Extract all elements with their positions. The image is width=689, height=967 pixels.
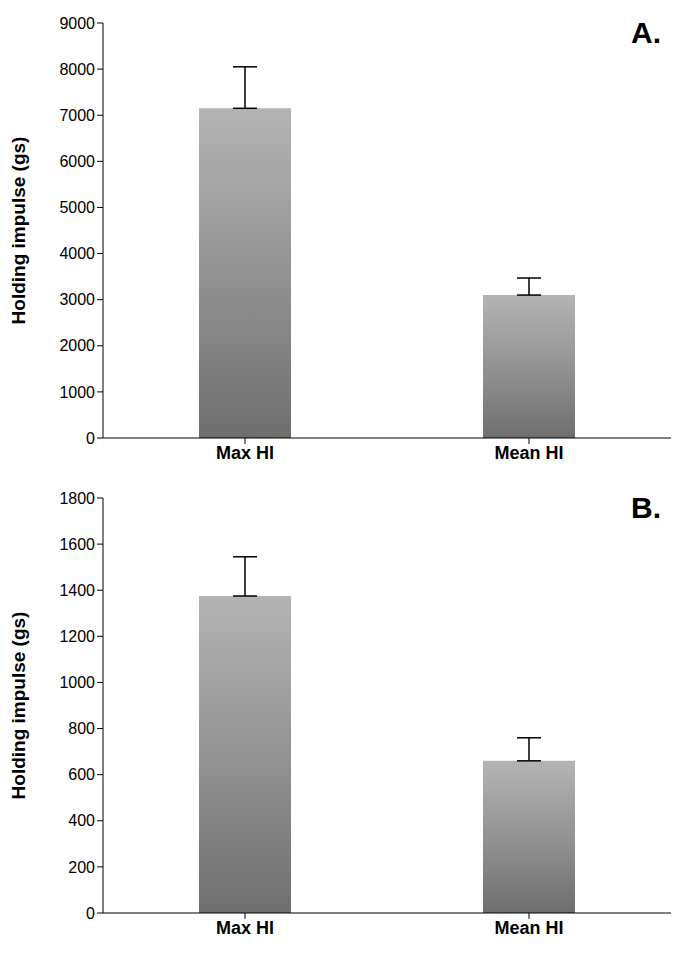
svg-text:5000: 5000 (59, 199, 95, 216)
svg-text:9000: 9000 (59, 15, 95, 32)
svg-text:1800: 1800 (59, 490, 95, 507)
svg-text:200: 200 (68, 859, 95, 876)
svg-text:1600: 1600 (59, 536, 95, 553)
svg-text:600: 600 (68, 766, 95, 783)
svg-text:0: 0 (86, 430, 95, 447)
svg-text:8000: 8000 (59, 61, 95, 78)
svg-text:1400: 1400 (59, 582, 95, 599)
svg-text:400: 400 (68, 812, 95, 829)
svg-text:1200: 1200 (59, 628, 95, 645)
svg-text:Mean HI: Mean HI (494, 443, 563, 463)
svg-text:800: 800 (68, 720, 95, 737)
svg-text:1000: 1000 (59, 674, 95, 691)
svg-text:3000: 3000 (59, 291, 95, 308)
svg-text:4000: 4000 (59, 245, 95, 262)
svg-text:Max HI: Max HI (216, 918, 274, 938)
svg-text:1000: 1000 (59, 384, 95, 401)
svg-text:Holding impulse (gs): Holding impulse (gs) (8, 137, 29, 325)
svg-text:Max HI: Max HI (216, 443, 274, 463)
svg-text:6000: 6000 (59, 153, 95, 170)
svg-text:Holding impulse (gs): Holding impulse (gs) (8, 612, 29, 800)
svg-text:2000: 2000 (59, 337, 95, 354)
html-text:A.: A. (631, 16, 661, 49)
svg-text:0: 0 (86, 905, 95, 922)
svg-text:7000: 7000 (59, 107, 95, 124)
svg-text:Mean HI: Mean HI (494, 918, 563, 938)
html-text:B.: B. (631, 491, 661, 524)
